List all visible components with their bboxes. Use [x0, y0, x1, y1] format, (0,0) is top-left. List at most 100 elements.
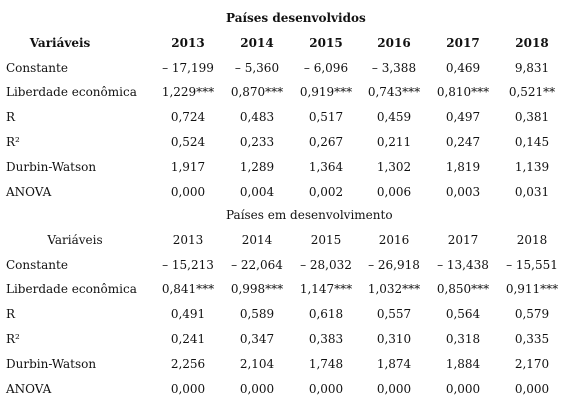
- cell: 0,004: [239, 184, 275, 199]
- cell: 0,381: [514, 110, 550, 125]
- cell: 0,000: [170, 184, 206, 199]
- cell: 2,170: [514, 356, 550, 371]
- row-label: Liberdade econômica: [6, 85, 137, 100]
- cell: 0,743***: [367, 85, 421, 100]
- cell: 1,302: [376, 159, 412, 174]
- cell: 0,724: [170, 110, 206, 125]
- cell: 0,469: [445, 60, 481, 75]
- header-cell: 2013: [172, 232, 204, 247]
- header-cell: 2016: [377, 35, 411, 50]
- cell: 0,589: [239, 307, 275, 322]
- cell: 0,211: [376, 135, 412, 149]
- cell: – 3,388: [371, 60, 417, 75]
- cell: – 5,360: [234, 60, 280, 75]
- cell: – 28,032: [300, 257, 352, 272]
- cell: 1,147***: [299, 282, 353, 297]
- row-label: Constante: [6, 257, 68, 272]
- cell: 1,139: [514, 159, 550, 174]
- cell: 0,850***: [436, 282, 490, 297]
- cell: 0,318: [445, 332, 481, 346]
- row-label: R: [6, 110, 16, 125]
- cell: 0,810***: [436, 85, 490, 100]
- cell: 0,031: [514, 184, 550, 199]
- header-cell: 2013: [171, 35, 205, 50]
- cell: – 15,213: [162, 257, 214, 272]
- cell: 1,748: [308, 356, 344, 371]
- cell: 0,517: [308, 110, 344, 125]
- cell: – 26,918: [368, 257, 420, 272]
- cell: 0,145: [514, 135, 550, 149]
- cell: 1,874: [376, 356, 412, 371]
- header-cell: 2018: [516, 232, 548, 247]
- cell: 0,233: [239, 135, 275, 149]
- cell: 0,000: [445, 381, 481, 396]
- cell: 0,310: [376, 332, 412, 346]
- cell: 2,104: [239, 356, 275, 371]
- cell: 2,256: [170, 356, 206, 371]
- cell: 0,841***: [161, 282, 215, 297]
- cell: 0,000: [308, 381, 344, 396]
- cell: 0,247: [445, 135, 481, 149]
- cell: 0,564: [445, 307, 481, 322]
- header-cell: 2014: [240, 35, 274, 50]
- cell: 0,000: [239, 381, 275, 396]
- row-label: ANOVA: [6, 184, 52, 199]
- cell: 1,364: [308, 159, 344, 174]
- cell: 0,557: [376, 307, 412, 322]
- cell: – 13,438: [437, 257, 489, 272]
- cell: 0,521**: [508, 85, 556, 100]
- cell: – 22,064: [231, 257, 283, 272]
- section-title: Países desenvolvidos: [226, 11, 366, 25]
- cell: 0,497: [445, 110, 481, 125]
- cell: 0,000: [376, 381, 412, 396]
- cell: 0,002: [308, 184, 344, 199]
- row-label: R: [6, 307, 16, 322]
- section-title: Países em desenvolvimento: [226, 208, 393, 222]
- header-cell: 2015: [310, 232, 342, 247]
- cell: 0,241: [170, 332, 206, 346]
- cell: 1,884: [445, 356, 481, 371]
- cell: 0,459: [376, 110, 412, 125]
- cell: 0,347: [239, 332, 275, 346]
- cell: 0,491: [170, 307, 206, 322]
- cell: – 15,551: [506, 257, 558, 272]
- cell: 0,998***: [230, 282, 284, 297]
- row-label: Durbin-Watson: [6, 159, 97, 174]
- row-label: R²: [6, 332, 20, 346]
- header-cell: 2017: [447, 232, 479, 247]
- cell: 0,870***: [230, 85, 284, 100]
- header-cell: 2015: [309, 35, 343, 50]
- cell: 0,579: [514, 307, 550, 322]
- cell: 0,919***: [299, 85, 353, 100]
- header-cell: Variáveis: [29, 35, 91, 50]
- row-label: ANOVA: [6, 381, 52, 396]
- row-label: Constante: [6, 60, 68, 75]
- header-cell: 2016: [378, 232, 410, 247]
- cell: 0,383: [308, 332, 344, 346]
- cell: 9,831: [514, 60, 550, 75]
- cell: – 6,096: [303, 60, 349, 75]
- cell: 1,819: [445, 159, 481, 174]
- cell: 0,267: [308, 135, 344, 149]
- cell: 0,335: [514, 332, 550, 346]
- cell: 0,000: [514, 381, 550, 396]
- header-cell: 2014: [241, 232, 273, 247]
- cell: 0,618: [308, 307, 344, 322]
- cell: 1,289: [239, 159, 275, 174]
- cell: 1,917: [170, 159, 206, 174]
- header-cell: Variáveis: [47, 232, 103, 247]
- cell: 0,524: [170, 135, 206, 149]
- cell: 1,032***: [367, 282, 421, 297]
- header-cell: 2017: [446, 35, 480, 50]
- cell: 0,003: [445, 184, 481, 199]
- cell: 1,229***: [161, 85, 215, 100]
- cell: 0,006: [376, 184, 412, 199]
- row-label: Liberdade econômica: [6, 282, 137, 297]
- cell: – 17,199: [162, 60, 214, 75]
- cell: 0,000: [170, 381, 206, 396]
- row-label: R²: [6, 135, 20, 149]
- cell: 0,483: [239, 110, 275, 125]
- row-label: Durbin-Watson: [6, 356, 97, 371]
- cell: 0,911***: [505, 282, 559, 297]
